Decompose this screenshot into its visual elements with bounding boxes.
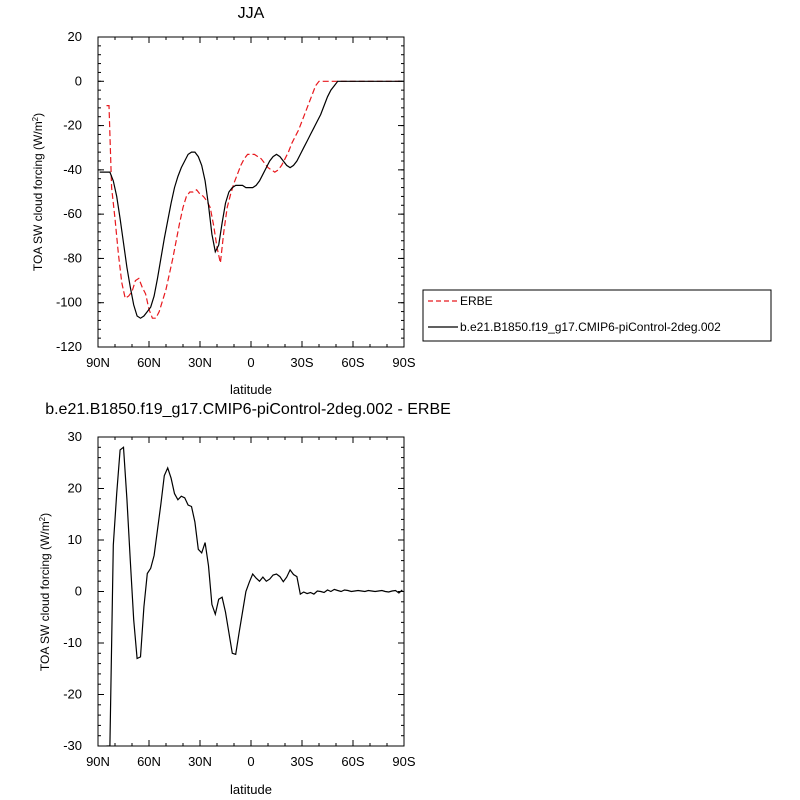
x-tick-label: 90S <box>392 754 415 769</box>
x-tick-label: 30S <box>290 754 313 769</box>
x-tick-label: 60N <box>137 355 161 370</box>
y-tick-label: -40 <box>63 162 82 177</box>
x-tick-label: 60S <box>341 754 364 769</box>
y-tick-label: -60 <box>63 206 82 221</box>
y-tick-label: -20 <box>63 118 82 133</box>
series-line-1 <box>99 80 403 319</box>
y-axis-label-close: ) <box>38 513 52 517</box>
y-axis-label-close: ) <box>31 113 45 117</box>
legend: ERBE b.e21.B1850.f19_g17.CMIP6-piControl… <box>422 289 772 342</box>
bottom-panel-title: b.e21.B1850.f19_g17.CMIP6-piControl-2deg… <box>45 401 451 418</box>
top-panel-x-axis-label: latitude <box>230 382 272 397</box>
top-panel-plot-area: 90N 60N 30N 0 30S 60S 90S 20 0 -20 -40 -60 -80 -100 -1… <box>56 29 416 370</box>
legend-label-model: b.e21.B1850.f19_g17.CMIP6-piControl-2deg… <box>460 320 721 334</box>
y-tick-label: 20 <box>68 29 82 44</box>
legend-label-erbe: ERBE <box>460 294 493 308</box>
y-axis-label-text: TOA SW cloud forcing (W/m <box>38 521 52 671</box>
y-tick-label: 10 <box>68 532 82 547</box>
plot-frame <box>97 36 405 348</box>
bottom-panel-plot-area: 90N 60N 30N 0 30S 60S 90S 30 20 10 0 -10 -20 -30 <box>63 429 416 769</box>
x-tick-label: 30N <box>188 355 212 370</box>
x-tick-label: 90N <box>86 754 110 769</box>
x-tick-label: 60S <box>341 355 364 370</box>
y-tick-label: 20 <box>68 481 82 496</box>
bottom-panel-y-axis-label: TOA SW cloud forcing (W/m2) <box>38 513 53 671</box>
x-tick-label: 0 <box>247 754 254 769</box>
x-tick-label: 60N <box>137 754 161 769</box>
top-panel-title: JJA <box>238 5 265 22</box>
y-axis-label-superscript: 2 <box>38 516 47 521</box>
series-line-0 <box>106 446 403 746</box>
plot-frame <box>97 436 405 747</box>
bottom-panel-x-axis-label: latitude <box>230 782 272 797</box>
svg-text:TOA SW cloud forcing (W/m2): TOA SW cloud forcing (W/m2) <box>31 113 46 271</box>
x-tick-label: 0 <box>247 355 254 370</box>
x-tick-label: 30S <box>290 355 313 370</box>
y-axis-label-text: TOA SW cloud forcing (W/m <box>31 121 45 271</box>
x-tick-label: 90S <box>392 355 415 370</box>
y-tick-label: -30 <box>63 738 82 753</box>
y-tick-label: 0 <box>75 73 82 88</box>
y-tick-label: 0 <box>75 584 82 599</box>
series-line-0 <box>106 80 401 319</box>
y-tick-label: 30 <box>68 429 82 444</box>
x-tick-label: 90N <box>86 355 110 370</box>
bottom-panel: b.e21.B1850.f19_g17.CMIP6-piControl-2deg… <box>38 401 451 797</box>
y-tick-label: -80 <box>63 250 82 265</box>
x-tick-label: 30N <box>188 754 212 769</box>
top-panel-y-axis-label: TOA SW cloud forcing (W/m2) <box>31 113 46 271</box>
top-panel: JJA TOA SW cloud forcing (W/m2) latitude… <box>31 5 416 397</box>
y-tick-label: -10 <box>63 635 82 650</box>
legend-box <box>422 289 772 342</box>
y-tick-label: -120 <box>56 339 82 354</box>
y-tick-label: -100 <box>56 295 82 310</box>
y-tick-label: -20 <box>63 687 82 702</box>
y-axis-label-superscript: 2 <box>31 116 40 121</box>
svg-text:TOA SW cloud forcing (W/m2): TOA SW cloud forcing (W/m2) <box>38 513 53 671</box>
